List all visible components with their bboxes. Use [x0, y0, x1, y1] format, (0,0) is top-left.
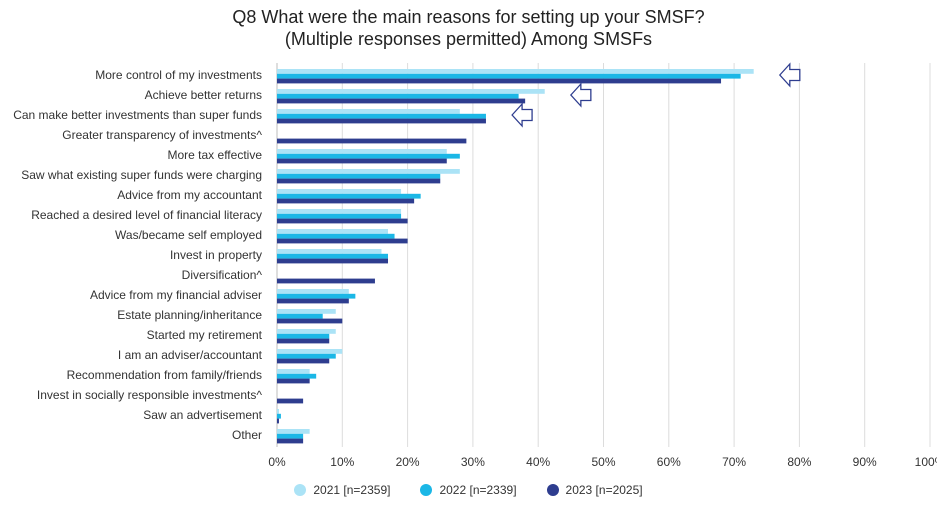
- bar: [277, 329, 336, 334]
- bar: [277, 438, 304, 444]
- bar: [277, 109, 460, 114]
- bar: [277, 289, 349, 294]
- category-label: Diversification^: [182, 268, 263, 282]
- bar: [277, 249, 382, 254]
- x-tick-label: 30%: [461, 455, 485, 469]
- legend-swatch: [420, 484, 433, 496]
- chart-title: Q8 What were the main reasons for settin…: [232, 7, 705, 27]
- category-label: Saw what existing super funds were charg…: [21, 168, 262, 182]
- legend-item: 2021 [n=2359]: [294, 483, 390, 497]
- bar: [277, 189, 402, 194]
- category-label: I am an adviser/accountant: [118, 348, 263, 362]
- bar: [277, 98, 526, 104]
- bar: [277, 358, 330, 364]
- bar: [277, 349, 343, 354]
- x-tick-label: 70%: [722, 455, 746, 469]
- legend-label: 2021 [n=2359]: [313, 483, 391, 497]
- bar: [277, 93, 519, 99]
- bar: [277, 258, 389, 264]
- category-label: Reached a desired level of financial lit…: [31, 208, 262, 222]
- bar: [277, 158, 447, 164]
- legend-swatch: [294, 484, 307, 496]
- bar: [277, 253, 389, 259]
- x-tick-label: 0%: [268, 455, 286, 469]
- bar: [277, 353, 336, 359]
- legend-label: 2022 [n=2339]: [439, 483, 517, 497]
- x-tick-label: 80%: [787, 455, 811, 469]
- bar: [277, 138, 467, 144]
- bar: [277, 293, 356, 299]
- x-tick-label: 100%: [915, 455, 937, 469]
- x-tick-label: 10%: [330, 455, 354, 469]
- legend-item: 2023 [n=2025]: [546, 483, 643, 497]
- category-label: Estate planning/inheritance: [117, 308, 262, 322]
- bar: [277, 338, 330, 344]
- bar: [277, 229, 389, 234]
- category-label: Was/became self employed: [115, 228, 262, 242]
- bar: [277, 278, 375, 284]
- bar: [277, 218, 408, 224]
- category-label: More tax effective: [168, 148, 263, 162]
- annotation-arrow-icon: [511, 102, 533, 128]
- bar-chart: 0% 10% 20% 30% 40% 50% 60% 70% 80% 90% 100% More co…: [13, 62, 937, 469]
- bar: [277, 73, 741, 79]
- bar: [277, 398, 304, 404]
- category-label: Started my retirement: [147, 328, 263, 342]
- category-label: Invest in property: [170, 248, 262, 262]
- annotation-arrow-icon: [569, 82, 592, 108]
- bar: [277, 153, 460, 159]
- bar: [277, 69, 754, 74]
- category-label: Invest in socially responsible investmen…: [37, 388, 262, 402]
- bar: [277, 369, 310, 374]
- bar: [277, 233, 395, 239]
- category-label: Other: [232, 428, 262, 442]
- x-tick-label: 40%: [526, 455, 550, 469]
- bar: [277, 198, 415, 204]
- bar: [277, 238, 408, 244]
- bar: [277, 193, 421, 199]
- bar: [277, 178, 441, 184]
- bar: [277, 298, 349, 304]
- legend-item: 2022 [n=2339]: [420, 483, 517, 497]
- x-tick-label: 50%: [591, 455, 615, 469]
- category-label: Can make better investments than super f…: [13, 108, 262, 122]
- category-label: Recommendation from family/friends: [67, 368, 262, 382]
- chart-subtitle: (Multiple responses permitted) Among SMS…: [284, 29, 653, 49]
- bar: [277, 409, 279, 414]
- bar: [277, 429, 310, 434]
- category-label: Achieve better returns: [145, 88, 262, 102]
- chart-title-block: Q8 What were the main reasons for settin…: [0, 6, 937, 50]
- bar: [277, 89, 545, 94]
- bar: [277, 213, 402, 219]
- bar: [277, 418, 279, 424]
- category-label: Saw an advertisement: [143, 408, 262, 422]
- bar: [277, 318, 343, 324]
- bar: [277, 173, 441, 179]
- category-label: Greater transparency of investments^: [62, 128, 262, 142]
- bar: [277, 169, 460, 174]
- bar: [277, 113, 486, 119]
- chart-legend: 2021 [n=2359] 2022 [n=2339] 2023 [n=2025]: [0, 483, 937, 497]
- bar: [277, 313, 323, 319]
- bar: [277, 209, 402, 214]
- x-tick-label: 90%: [853, 455, 877, 469]
- category-label: More control of my investments: [95, 68, 262, 82]
- bar: [277, 118, 486, 124]
- x-tick-label: 60%: [657, 455, 681, 469]
- bar: [277, 78, 722, 84]
- bar: [277, 433, 304, 439]
- bar: [277, 333, 330, 339]
- category-label: Advice from my financial adviser: [90, 288, 262, 302]
- bar: [277, 309, 336, 314]
- category-label: Advice from my accountant: [117, 188, 262, 202]
- x-tick-label: 20%: [396, 455, 420, 469]
- bar: [277, 378, 310, 384]
- bar: [277, 413, 281, 419]
- legend-swatch: [546, 484, 559, 496]
- annotation-arrow-icon: [778, 62, 801, 88]
- legend-label: 2023 [n=2025]: [565, 483, 643, 497]
- bar: [277, 149, 447, 154]
- bar: [277, 373, 317, 379]
